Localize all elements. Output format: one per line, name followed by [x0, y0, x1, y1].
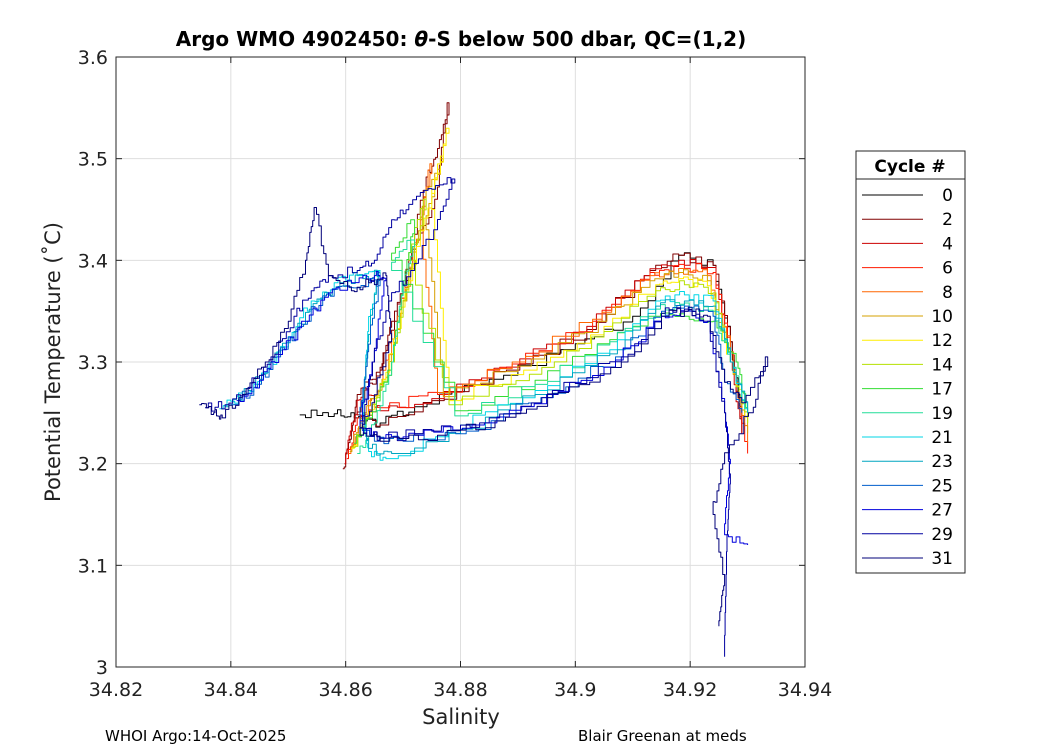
x-tick-label: 34.86	[318, 679, 372, 701]
x-axis-label: Salinity	[422, 705, 500, 729]
legend-label-cycle-29: 29	[931, 525, 953, 545]
y-tick-label: 3	[96, 657, 108, 679]
footer-left: WHOI Argo:14-Oct-2025	[105, 727, 286, 745]
axis-ticks: 34.82 34.84 34.86 34.88 34.9 34.92 34.94 3 3.1 3.…	[78, 47, 832, 701]
legend-label-cycle-12: 12	[931, 331, 953, 351]
y-tick-label: 3.3	[78, 352, 108, 374]
chart-title: Argo WMO 4902450: θ-S below 500 dbar, QC…	[176, 27, 746, 51]
x-tick-label: 34.92	[663, 679, 717, 701]
x-tick-label: 34.88	[433, 679, 487, 701]
series-line-cycle-2	[342, 102, 743, 470]
legend-label-cycle-10: 10	[931, 307, 953, 327]
series-line-cycle-29	[205, 177, 731, 657]
y-tick-label: 3.6	[78, 47, 108, 69]
series-line-cycle-4	[344, 259, 743, 465]
legend-label-cycle-6: 6	[942, 259, 953, 279]
legend-label-cycle-21: 21	[931, 428, 953, 448]
y-tick-label: 3.5	[78, 149, 108, 171]
legend-label-cycle-14: 14	[931, 355, 953, 375]
y-tick-label: 3.1	[78, 555, 108, 577]
chart-title-suffix: -S below 500 dbar, QC=(1,2)	[428, 27, 746, 51]
legend-label-cycle-4: 4	[942, 234, 953, 254]
legend-label-cycle-25: 25	[931, 476, 953, 496]
legend-label-cycle-23: 23	[931, 452, 953, 472]
legend-label-cycle-19: 19	[931, 404, 953, 424]
legend-label-cycle-31: 31	[931, 549, 953, 569]
x-tick-label: 34.82	[89, 679, 143, 701]
footer-right: Blair Greenan at meds	[578, 727, 747, 745]
chart-title-theta-symbol: θ	[414, 27, 428, 51]
legend-label-cycle-2: 2	[942, 210, 953, 230]
legend: Cycle # 0 2 4 6 8 10 12 14 17 19 21 23 25 27 29 31	[855, 150, 966, 574]
legend-label-cycle-27: 27	[931, 501, 953, 521]
series-line-cycle-31	[199, 207, 769, 627]
legend-label-cycle-17: 17	[931, 380, 953, 400]
legend-box	[855, 150, 966, 574]
legend-label-cycle-0: 0	[942, 186, 953, 206]
y-tick-label: 3.4	[78, 250, 108, 272]
x-tick-label: 34.84	[204, 679, 258, 701]
series-line-cycle-14	[352, 198, 749, 448]
legend-items: 0 2 4 6 8 10 12 14 17 19 21 23 25 27 29 31	[862, 186, 953, 569]
chart-title-prefix: Argo WMO 4902450:	[176, 27, 415, 51]
y-tick-label: 3.2	[78, 454, 108, 476]
legend-title: Cycle #	[874, 157, 945, 177]
series-layer	[199, 102, 769, 657]
x-tick-label: 34.9	[554, 679, 596, 701]
x-tick-label: 34.94	[778, 679, 832, 701]
legend-label-cycle-8: 8	[942, 283, 953, 303]
y-axis-label: Potential Temperature (˚C)	[41, 222, 65, 502]
